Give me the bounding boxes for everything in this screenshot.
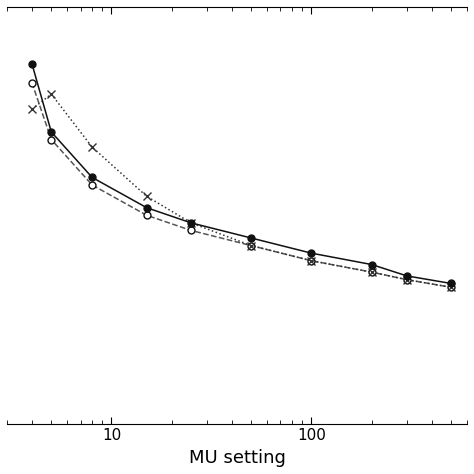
X-axis label: MU setting: MU setting	[189, 449, 285, 467]
